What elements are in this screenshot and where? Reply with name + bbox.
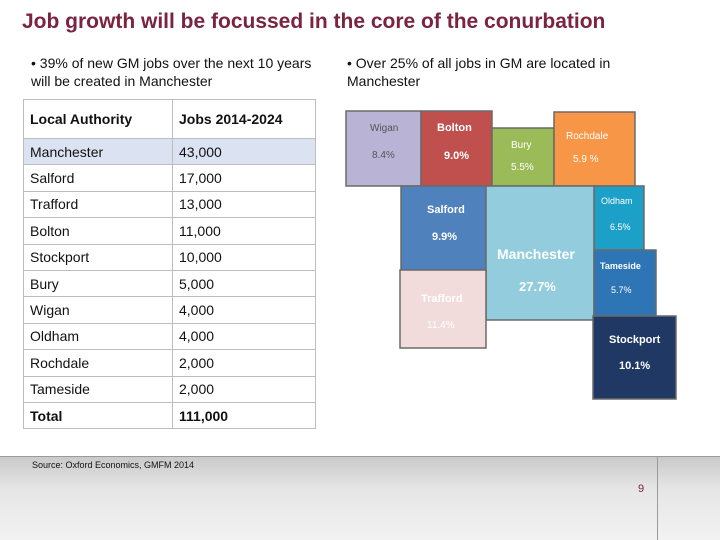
table-row: Salford 17,000	[23, 164, 316, 192]
label-salford: Salford	[427, 204, 465, 216]
row-jobs: 11,000	[172, 217, 316, 245]
total-label: Total	[23, 401, 173, 430]
region-stockport	[592, 315, 677, 400]
region-wigan	[345, 110, 422, 187]
label-oldham: Oldham	[601, 196, 633, 206]
jobs-table: Local Authority Jobs 2014-2024 Mancheste…	[23, 99, 316, 430]
share-manchester: 27.7%	[519, 279, 556, 294]
row-name: Oldham	[23, 322, 173, 351]
footer-band	[0, 456, 720, 540]
region-bolton	[420, 110, 493, 187]
row-jobs: 5,000	[172, 269, 316, 298]
footer-vertical-divider	[657, 457, 658, 540]
header-local-authority: Local Authority	[23, 99, 173, 139]
row-name: Bury	[23, 269, 173, 298]
row-jobs: 43,000	[172, 137, 316, 166]
row-jobs: 4,000	[172, 296, 316, 324]
header-jobs: Jobs 2014-2024	[172, 99, 316, 139]
bullet-manchester-share: • Over 25% of all jobs in GM are located…	[347, 55, 611, 89]
region-trafford	[399, 269, 487, 349]
row-jobs: 10,000	[172, 243, 316, 271]
region-salford	[400, 185, 487, 271]
table-row: Oldham 4,000	[23, 322, 316, 351]
gm-jobs-map: Wigan 8.4% Bolton 9.0% Bury 5.5% Rochdal…	[345, 110, 677, 400]
table-header-row: Local Authority Jobs 2014-2024	[23, 99, 316, 139]
table-row: Manchester 43,000	[23, 137, 316, 166]
row-jobs: 2,000	[172, 375, 316, 403]
share-stockport: 10.1%	[619, 360, 650, 372]
table-row: Bolton 11,000	[23, 217, 316, 245]
footer-divider	[0, 456, 720, 457]
total-jobs: 111,000	[172, 401, 316, 430]
label-bury: Bury	[511, 140, 532, 151]
label-wigan: Wigan	[370, 123, 398, 134]
share-bolton: 9.0%	[444, 150, 469, 162]
row-name: Stockport	[23, 243, 173, 271]
label-stockport: Stockport	[609, 334, 661, 346]
slide-title: Job growth will be focussed in the core …	[22, 10, 606, 33]
bullet-manchester-new-jobs: • 39% of new GM jobs over the next 10 ye…	[31, 55, 312, 89]
table-row: Bury 5,000	[23, 269, 316, 298]
share-tameside: 5.7%	[611, 285, 632, 295]
table-row: Trafford 13,000	[23, 190, 316, 219]
region-bury	[491, 127, 555, 187]
region-oldham	[593, 185, 645, 251]
label-manchester: Manchester	[497, 246, 575, 262]
table-total-row: Total 111,000	[23, 401, 316, 430]
region-rochdale	[553, 111, 636, 187]
share-salford: 9.9%	[432, 231, 457, 243]
row-jobs: 13,000	[172, 190, 316, 219]
share-trafford: 11.4%	[427, 320, 455, 331]
region-manchester	[485, 185, 595, 321]
row-name: Manchester	[23, 137, 173, 166]
share-bury: 5.5%	[511, 162, 534, 173]
label-rochdale: Rochdale	[566, 131, 609, 142]
label-tameside: Tameside	[600, 261, 641, 271]
page-number: 9	[638, 483, 645, 495]
share-oldham: 6.5%	[610, 222, 631, 232]
label-bolton: Bolton	[437, 122, 472, 134]
source-note: Source: Oxford Economics, GMFM 2014	[32, 460, 195, 470]
share-rochdale: 5.9 %	[573, 154, 599, 165]
region-tameside	[593, 249, 657, 317]
table-row: Wigan 4,000	[23, 296, 316, 324]
table-row: Stockport 10,000	[23, 243, 316, 271]
share-wigan: 8.4%	[372, 150, 395, 161]
table-row: Tameside 2,000	[23, 375, 316, 403]
row-name: Tameside	[23, 375, 173, 403]
row-name: Trafford	[23, 190, 173, 219]
label-trafford: Trafford	[421, 293, 463, 305]
